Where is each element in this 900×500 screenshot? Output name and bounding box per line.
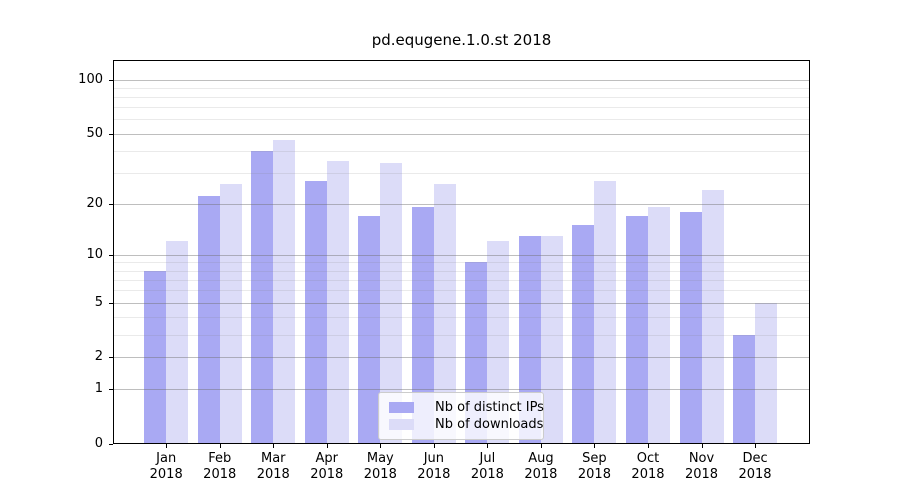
x-tick-mark xyxy=(380,444,382,448)
gridline-major xyxy=(113,254,810,256)
x-tick-mark xyxy=(433,444,435,448)
x-tick-mark xyxy=(166,444,168,448)
x-tick-mark xyxy=(487,444,489,448)
bar-distinct-ips-nov xyxy=(679,211,702,444)
bar-distinct-ips-jan xyxy=(144,270,167,444)
x-tick-label: Jun 2018 xyxy=(417,451,451,483)
x-tick-label: Dec 2018 xyxy=(738,451,772,483)
gridline-minor xyxy=(113,87,810,89)
bar-downloads-apr xyxy=(326,161,349,444)
y-tick-label: 0 xyxy=(94,436,103,451)
legend-item: Nb of downloads xyxy=(387,416,543,433)
x-tick-mark xyxy=(647,444,649,448)
x-tick-label: Jul 2018 xyxy=(470,451,504,483)
gridline-major xyxy=(113,79,810,81)
bar-downloads-dec xyxy=(755,302,778,444)
y-tick-mark xyxy=(109,133,113,135)
gridline-minor xyxy=(113,172,810,174)
y-tick-label: 1 xyxy=(94,381,103,397)
x-tick-label: Apr 2018 xyxy=(310,451,344,483)
gridline-major xyxy=(113,389,810,391)
y-tick-mark xyxy=(109,203,113,205)
legend-label: Nb of distinct IPs xyxy=(435,400,544,415)
x-tick-mark xyxy=(540,444,542,448)
plot-area xyxy=(113,60,810,444)
legend-swatch-distinct-ips xyxy=(389,402,414,413)
x-tick-mark xyxy=(755,444,757,448)
bar-downloads-may xyxy=(380,163,403,444)
bar-distinct-ips-jun xyxy=(411,207,434,444)
x-tick-label: Feb 2018 xyxy=(203,451,237,483)
bar-downloads-sep xyxy=(594,180,617,444)
bar-distinct-ips-apr xyxy=(304,180,327,444)
bar-distinct-ips-aug xyxy=(518,235,541,444)
gridline-minor xyxy=(113,290,810,292)
gridline-major xyxy=(113,203,810,205)
y-tick-label: 5 xyxy=(94,294,103,310)
bar-downloads-oct xyxy=(647,207,670,444)
x-tick-mark xyxy=(326,444,328,448)
x-tick-mark xyxy=(701,444,703,448)
gridline-minor xyxy=(113,270,810,272)
y-tick-label: 2 xyxy=(94,349,103,365)
y-tick-mark xyxy=(109,79,113,81)
y-tick-mark xyxy=(109,254,113,256)
y-tick-label: 20 xyxy=(86,195,103,211)
gridline-minor xyxy=(113,119,810,121)
x-tick-label: Oct 2018 xyxy=(631,451,665,483)
x-tick-label: Jan 2018 xyxy=(149,451,183,483)
y-tick-label: 10 xyxy=(86,246,103,262)
bar-distinct-ips-oct xyxy=(625,215,648,444)
bar-distinct-ips-sep xyxy=(572,225,595,444)
x-tick-label: May 2018 xyxy=(363,451,397,483)
gridline-minor xyxy=(113,97,810,99)
y-tick-mark xyxy=(109,444,113,445)
bar-distinct-ips-dec xyxy=(733,334,756,444)
y-tick-mark xyxy=(109,357,113,359)
gridline-minor xyxy=(113,316,810,318)
gridline-minor xyxy=(113,262,810,264)
gridline-minor xyxy=(113,150,810,152)
bar-downloads-jun xyxy=(433,183,456,444)
bar-distinct-ips-may xyxy=(358,215,381,444)
legend-label: Nb of downloads xyxy=(435,417,544,432)
bar-downloads-aug xyxy=(540,235,563,444)
gridline-minor xyxy=(113,107,810,109)
bar-distinct-ips-mar xyxy=(251,150,274,444)
gridline-minor xyxy=(113,279,810,281)
gridline-minor xyxy=(113,334,810,336)
gridline-major xyxy=(113,357,810,359)
x-tick-label: Aug 2018 xyxy=(524,451,558,483)
gridline-major xyxy=(113,133,810,135)
gridline-major xyxy=(113,302,810,304)
x-tick-mark xyxy=(594,444,596,448)
x-tick-label: Mar 2018 xyxy=(256,451,290,483)
bar-downloads-jan xyxy=(166,241,189,444)
legend-swatch-downloads xyxy=(389,419,414,430)
legend-item: Nb of distinct IPs xyxy=(387,399,544,416)
bar-downloads-nov xyxy=(701,189,724,444)
x-tick-mark xyxy=(273,444,275,448)
y-tick-label: 50 xyxy=(86,125,103,141)
bar-distinct-ips-feb xyxy=(197,196,220,444)
y-tick-mark xyxy=(109,302,113,304)
bar-downloads-mar xyxy=(273,140,296,444)
y-tick-label: 100 xyxy=(78,71,103,87)
y-tick-mark xyxy=(109,389,113,391)
x-tick-mark xyxy=(219,444,221,448)
chart-title: pd.equgene.1.0.st 2018 xyxy=(371,31,552,49)
legend: Nb of distinct IPs Nb of downloads xyxy=(378,392,544,440)
bar-downloads-feb xyxy=(219,183,242,444)
x-tick-label: Nov 2018 xyxy=(684,451,719,483)
x-tick-label: Sep 2018 xyxy=(577,451,611,483)
